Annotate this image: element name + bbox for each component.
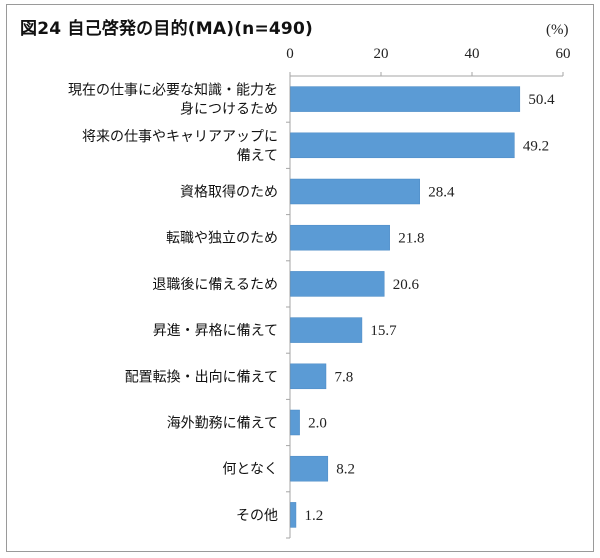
bar [290,86,521,112]
x-tick-label: 0 [286,46,294,62]
category-label: 将来の仕事やキャリアアップに [82,129,278,145]
category-label: その他 [236,508,278,524]
category-label: 昇進・昇格に備えて [153,323,278,339]
data-label: 1.2 [304,508,323,524]
data-label: 15.7 [370,323,397,339]
data-label: 8.2 [336,462,355,478]
category-label: 配置転換・出向に備えて [125,369,278,385]
category-label: 転職や独立のため [166,231,278,247]
bar [290,455,329,482]
unit-label: (%) [546,22,569,38]
bar [290,224,390,251]
x-tick-label: 60 [556,46,571,62]
category-label: 退職後に備えるため [152,277,278,293]
bar [290,317,363,343]
bar [290,132,515,159]
data-label: 28.4 [428,185,455,201]
data-label: 50.4 [528,92,555,108]
bar [290,363,327,390]
x-tick-label: 40 [465,46,480,62]
data-label: 20.6 [393,277,420,293]
category-label: 何となく [222,462,278,478]
category-label: 資格取得のため [180,184,278,201]
category-label: 海外勤務に備えて [167,416,278,432]
bar [290,502,297,528]
category-label: 備えて [237,148,278,164]
bar [290,271,385,297]
x-tick-label: 20 [374,46,389,62]
category-label: 身につけるため [180,102,278,118]
data-label: 49.2 [523,138,549,154]
bar [290,409,300,436]
bar [290,178,420,205]
category-label: 現在の仕事に必要な知識・能力を [68,82,278,99]
data-label: 21.8 [398,231,424,247]
data-label: 7.8 [334,369,353,385]
data-label: 2.0 [308,416,327,432]
chart-title: 図24 自己啓発の目的(MA)(n=490) [20,19,313,39]
